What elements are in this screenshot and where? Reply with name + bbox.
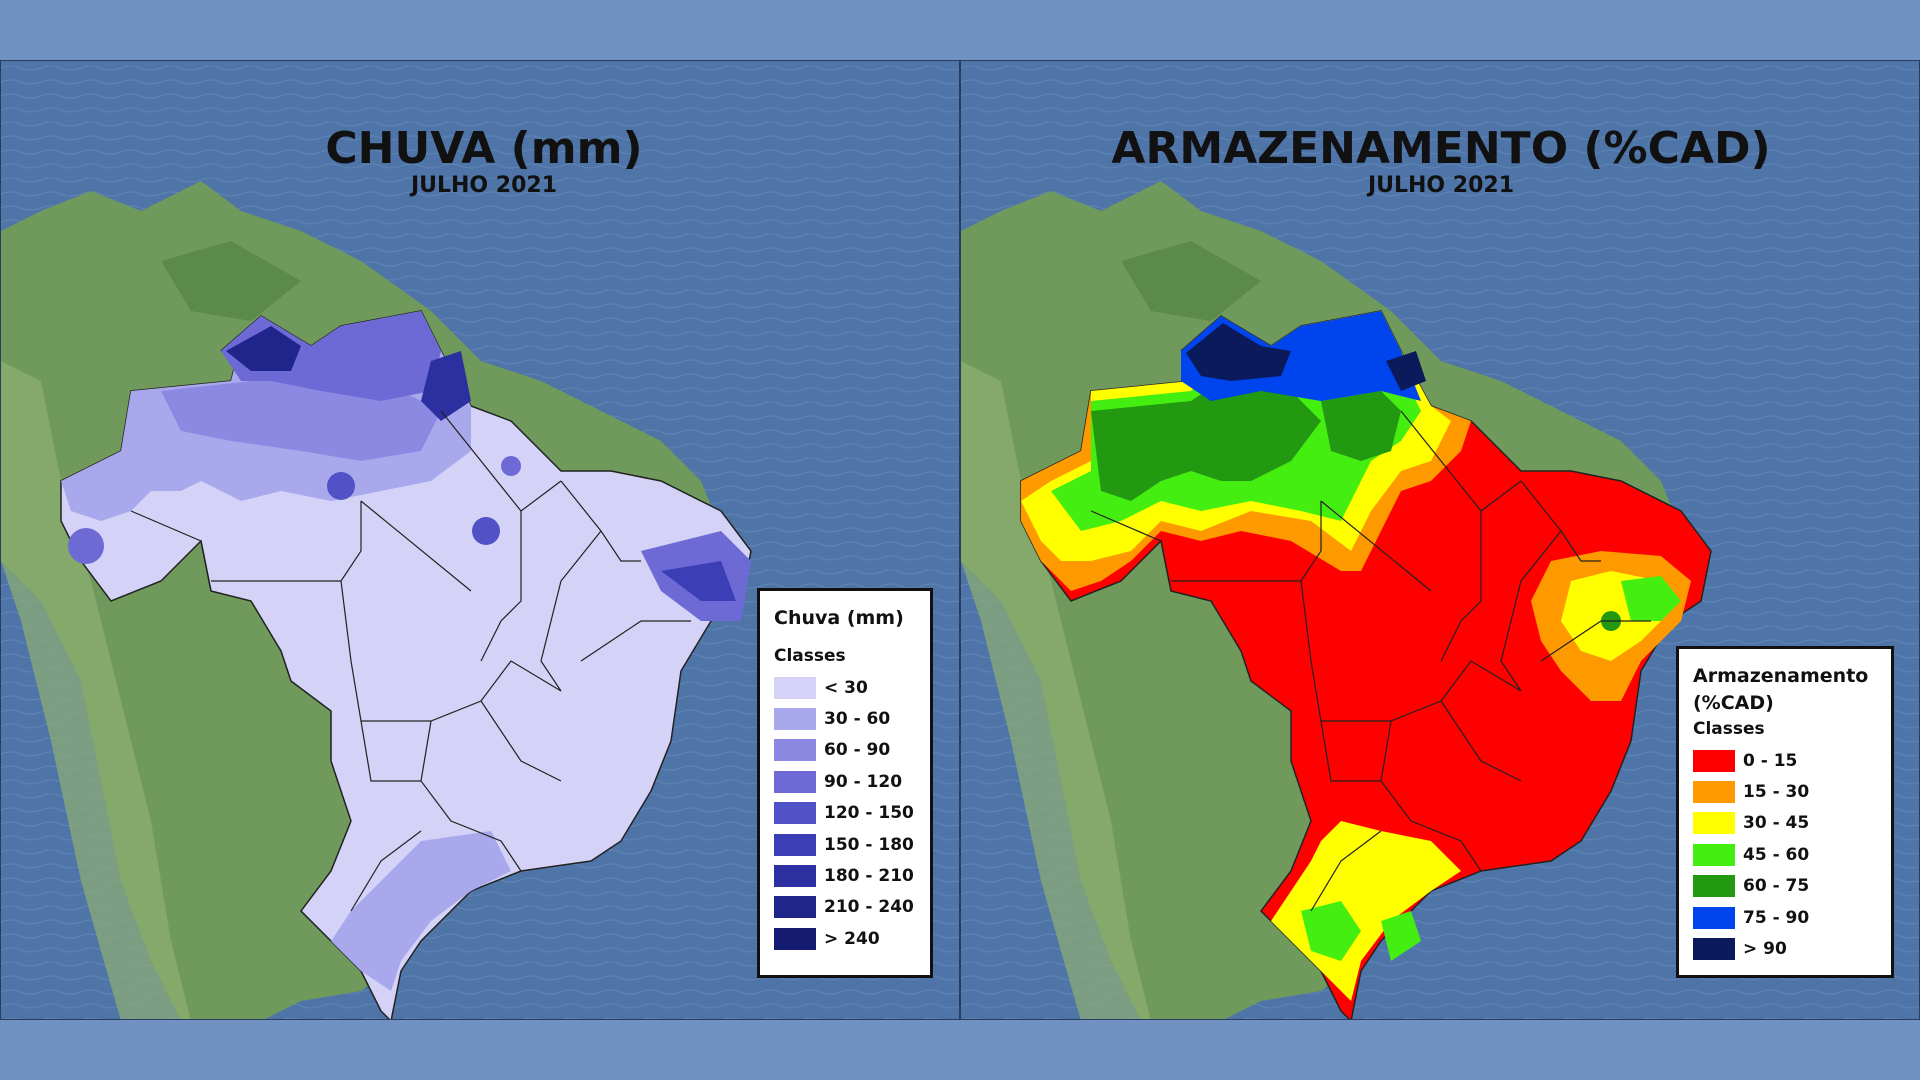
legend-title: Chuva (mm) — [774, 607, 904, 629]
legend-item: 45 - 60 — [1693, 839, 1877, 870]
legend-item: 180 - 210 — [774, 860, 916, 891]
storage-zone-south-30-45 — [1271, 821, 1461, 1001]
rain-zone-north-2 — [161, 381, 441, 461]
legend-label: 150 - 180 — [824, 834, 914, 855]
state-boundaries — [1090, 410, 1651, 912]
storage-map-subtitle: JULHO 2021 — [1367, 173, 1515, 198]
legend-item: 15 - 30 — [1693, 776, 1877, 807]
legend-label: 75 - 90 — [1743, 907, 1810, 928]
legend-swatch — [1693, 812, 1735, 835]
legend-title: Armazenamento (%CAD) — [1693, 665, 1869, 714]
legend-label: 90 - 120 — [824, 771, 903, 792]
legend-item: 0 - 15 — [1693, 745, 1877, 776]
rainfall-map-subtitle: JULHO 2021 — [410, 173, 558, 198]
legend-item: 150 - 180 — [774, 829, 916, 860]
legend-item: > 240 — [774, 923, 916, 954]
legend-label: 45 - 60 — [1743, 844, 1810, 865]
storage-legend: Armazenamento (%CAD) Classes 0 - 15 15 -… — [1676, 646, 1894, 978]
legend-swatch — [1693, 875, 1735, 898]
rain-zone-amapa — [421, 351, 471, 421]
storage-map — [961, 61, 1919, 1019]
storage-zone-60-75-b — [1321, 391, 1401, 461]
legend-label: 0 - 15 — [1743, 750, 1798, 771]
legend-label: 120 - 150 — [824, 803, 914, 824]
legend-item: 60 - 75 — [1693, 871, 1877, 902]
rainfall-map-title: CHUVA (mm) — [325, 123, 643, 174]
legend-classes-label: Classes — [1693, 719, 1765, 739]
rain-spot-3 — [501, 456, 521, 476]
legend-swatch — [1693, 781, 1735, 804]
storage-zone-south-45-60-b — [1381, 911, 1421, 961]
legend-swatch — [1693, 749, 1735, 772]
rain-spot-1 — [327, 472, 355, 500]
andes-region — [1, 361, 191, 1019]
legend-label: < 30 — [824, 677, 868, 698]
legend-swatch — [774, 739, 816, 762]
legend-swatch — [774, 896, 816, 919]
legend-swatch — [774, 802, 816, 825]
legend-classes-label: Classes — [774, 646, 846, 666]
legend-label: 30 - 45 — [1743, 813, 1810, 834]
legend-item: 60 - 90 — [774, 735, 916, 766]
storage-map-panel: ARMAZENAMENTO (%CAD) JULHO 2021 — [960, 60, 1920, 1020]
legend-item: > 90 — [1693, 933, 1877, 964]
rain-spot-2 — [472, 517, 500, 545]
legend-item: 120 - 150 — [774, 798, 916, 829]
storage-zone-60-75 — [1091, 381, 1321, 501]
legend-label: 60 - 90 — [824, 740, 891, 761]
rain-spot-acre — [68, 528, 104, 564]
storage-zone-south-45-60 — [1301, 901, 1361, 961]
rain-zone-northeast-coast-2 — [661, 561, 736, 601]
legend-swatch — [774, 865, 816, 888]
legend-item: 90 - 120 — [774, 766, 916, 797]
legend-swatch — [774, 833, 816, 856]
rain-zone-roraima — [226, 326, 301, 371]
legend-swatch — [774, 708, 816, 731]
legend-swatch — [1693, 906, 1735, 929]
legend-label: 180 - 210 — [824, 866, 914, 887]
guiana-highlands — [1121, 241, 1261, 321]
legend-label: > 90 — [1743, 939, 1787, 960]
legend-item: 30 - 60 — [774, 703, 916, 734]
storage-zone-northeast-45-60 — [1621, 576, 1681, 621]
storage-zone-over-90 — [1186, 323, 1291, 381]
storage-map-title: ARMAZENAMENTO (%CAD) — [1111, 123, 1771, 174]
rain-zone-south — [331, 831, 511, 991]
legend-label: > 240 — [824, 928, 880, 949]
legend-label: 30 - 60 — [824, 709, 891, 730]
legend-swatch — [774, 927, 816, 950]
legend-swatch — [774, 676, 816, 699]
guiana-highlands — [161, 241, 301, 321]
legend-label: 60 - 75 — [1743, 876, 1810, 897]
andes-region — [961, 361, 1151, 1019]
legend-swatch — [1693, 843, 1735, 866]
legend-label: 210 - 240 — [824, 897, 914, 918]
legend-label: 15 - 30 — [1743, 782, 1810, 803]
legend-swatch — [774, 770, 816, 793]
legend-item: 75 - 90 — [1693, 902, 1877, 933]
rainfall-legend: Chuva (mm) Classes < 30 30 - 60 60 - 90 … — [757, 588, 933, 978]
legend-item: 30 - 45 — [1693, 808, 1877, 839]
storage-zone-over-90-b — [1386, 351, 1426, 391]
legend-swatch — [1693, 938, 1735, 961]
legend-item: 210 - 240 — [774, 892, 916, 923]
legend-item: < 30 — [774, 672, 916, 703]
state-boundaries — [130, 410, 691, 912]
